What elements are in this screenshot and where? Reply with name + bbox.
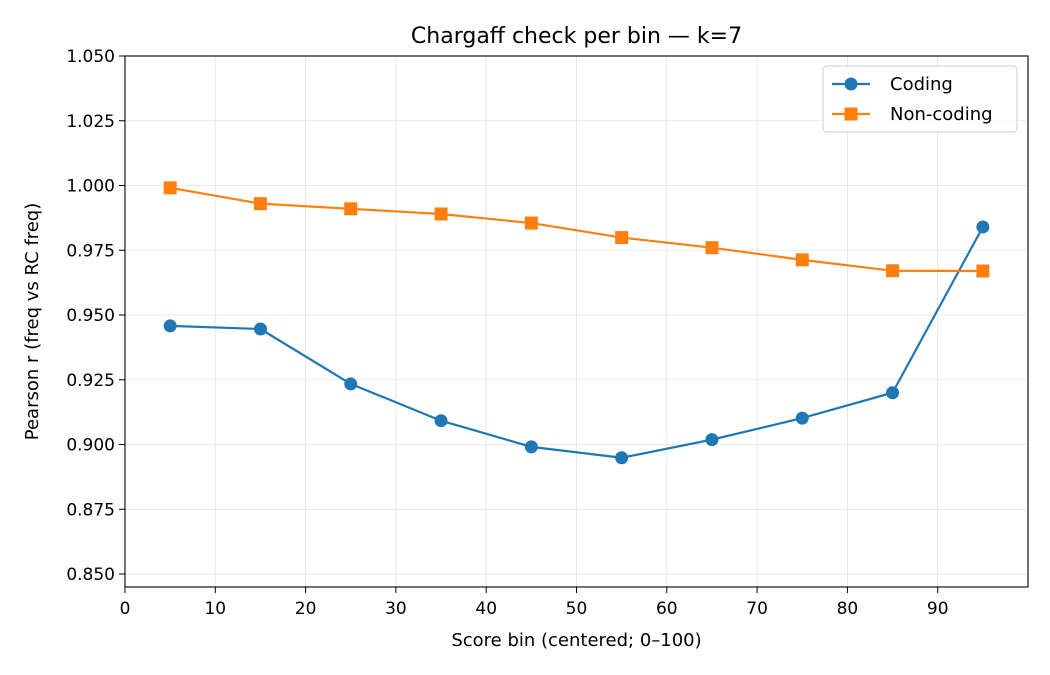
y-tick-label: 0.925 bbox=[66, 371, 115, 391]
data-point-circle bbox=[434, 414, 448, 428]
x-tick-label: 80 bbox=[837, 599, 859, 619]
legend-label: Non-coding bbox=[890, 104, 993, 125]
x-axis-label: Score bin (centered; 0–100) bbox=[451, 630, 701, 651]
data-point-square bbox=[434, 207, 448, 221]
data-point-square bbox=[705, 241, 719, 255]
series-line bbox=[169, 186, 983, 273]
x-axis: 0 10 20 30 40 50 60 70 80 90 bbox=[120, 587, 949, 619]
legend: Coding Non-coding bbox=[822, 65, 1018, 133]
y-tick-label: 0.850 bbox=[66, 565, 115, 585]
data-point-circle bbox=[163, 319, 177, 333]
y-tick-label: 1.000 bbox=[66, 177, 115, 197]
legend-item: Coding bbox=[832, 74, 953, 95]
data-point-square bbox=[524, 216, 538, 230]
x-tick-label: 50 bbox=[566, 599, 588, 619]
legend-marker-square bbox=[844, 107, 858, 121]
x-tick-label: 30 bbox=[385, 599, 407, 619]
data-point-square bbox=[886, 264, 900, 278]
data-point-square bbox=[976, 264, 990, 278]
y-tick-label: 0.950 bbox=[66, 306, 115, 326]
x-tick-label: 90 bbox=[927, 599, 949, 619]
chart-title: Chargaff check per bin — k=7 bbox=[411, 24, 742, 49]
y-tick-label: 0.875 bbox=[66, 500, 115, 520]
data-point-circle bbox=[976, 220, 990, 234]
data-point-circle bbox=[795, 411, 809, 425]
legend-label: Coding bbox=[890, 74, 953, 95]
data-point-circle bbox=[615, 451, 629, 465]
data-point-circle bbox=[886, 386, 900, 400]
data-point-square bbox=[344, 202, 358, 216]
y-tick-label: 0.900 bbox=[66, 436, 115, 456]
data-point-circle bbox=[253, 322, 267, 336]
y-tick-label: 1.025 bbox=[66, 112, 115, 132]
x-tick-label: 10 bbox=[204, 599, 226, 619]
series-non-coding bbox=[163, 181, 990, 278]
data-point-circle bbox=[524, 440, 538, 454]
legend-box bbox=[822, 65, 1018, 133]
series-line bbox=[170, 226, 984, 459]
data-point-square bbox=[615, 231, 629, 245]
y-tick-label: 1.050 bbox=[66, 47, 115, 67]
x-tick-label: 60 bbox=[656, 599, 678, 619]
series-coding bbox=[163, 220, 990, 465]
legend-item: Non-coding bbox=[832, 104, 993, 125]
y-axis: 0.850 0.875 0.900 0.925 0.950 0.975 1.000 1.025… bbox=[66, 47, 125, 585]
x-tick-label: 40 bbox=[475, 599, 497, 619]
data-point-circle bbox=[344, 377, 358, 391]
data-point-square bbox=[253, 197, 267, 211]
data-point-square bbox=[163, 181, 177, 195]
data-point-circle bbox=[705, 433, 719, 447]
legend-marker-circle bbox=[844, 77, 858, 91]
y-tick-label: 0.975 bbox=[66, 241, 115, 261]
y-axis-label: Pearson r (freq vs RC freq) bbox=[22, 203, 43, 440]
x-tick-label: 70 bbox=[746, 599, 768, 619]
series-layer bbox=[163, 181, 990, 465]
data-point-square bbox=[795, 253, 809, 267]
x-tick-label: 20 bbox=[295, 599, 317, 619]
x-tick-label: 0 bbox=[120, 599, 131, 619]
